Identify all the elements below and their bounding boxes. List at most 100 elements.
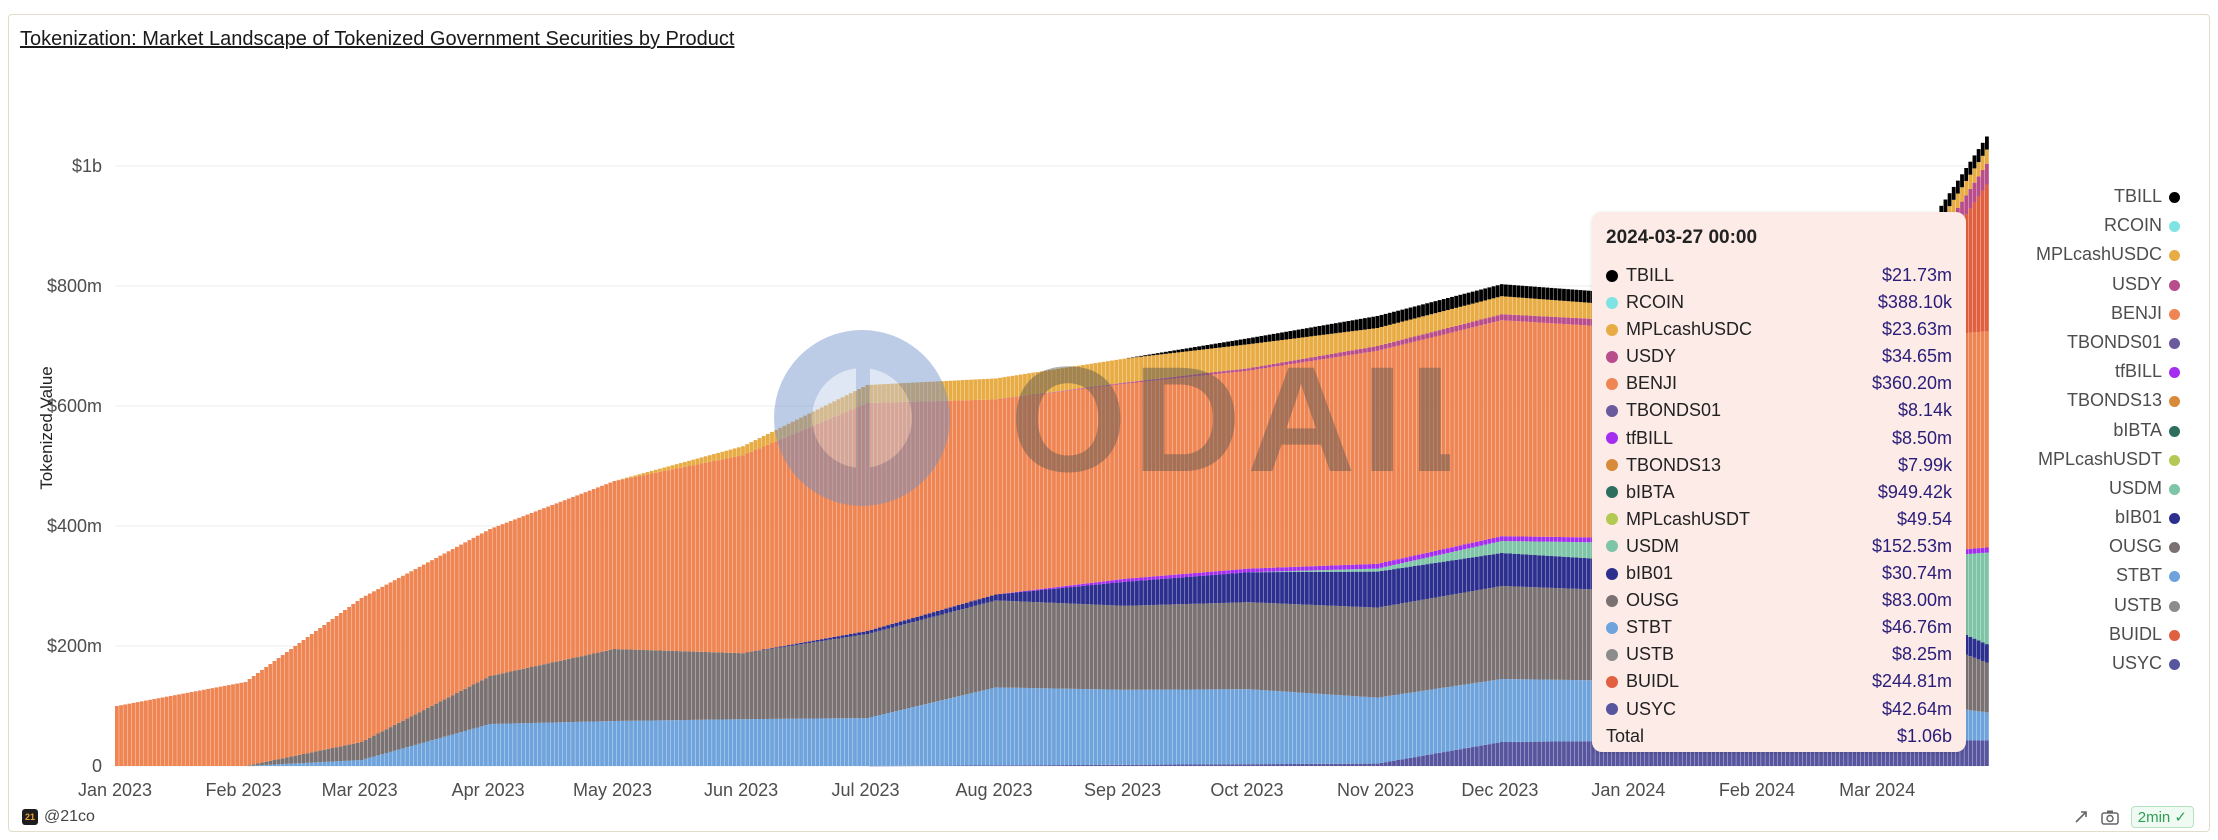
bar-segment[interactable] <box>1313 693 1318 764</box>
bar-segment[interactable] <box>1367 607 1371 698</box>
bar-segment[interactable] <box>1918 740 1923 766</box>
bar-segment[interactable] <box>1972 548 1977 554</box>
bar-segment[interactable] <box>695 458 700 465</box>
bar-segment[interactable] <box>1508 320 1512 537</box>
bar-segment[interactable] <box>1275 366 1280 568</box>
bar-segment[interactable] <box>1242 344 1247 369</box>
bar-segment[interactable] <box>409 746 414 766</box>
bar-segment[interactable] <box>707 719 712 766</box>
bar-segment[interactable] <box>318 750 322 763</box>
bar-segment[interactable] <box>1416 691 1421 757</box>
bar-segment[interactable] <box>1383 570 1388 607</box>
bar-segment[interactable] <box>1387 561 1392 566</box>
bar-segment[interactable] <box>1255 602 1260 690</box>
bar-segment[interactable] <box>1429 556 1434 564</box>
bar-segment[interactable] <box>1159 352 1164 355</box>
bar-segment[interactable] <box>500 673 505 724</box>
bar-segment[interactable] <box>973 765 978 767</box>
bar-segment[interactable] <box>1205 764 1210 766</box>
bar-segment[interactable] <box>1280 764 1284 766</box>
bar-segment[interactable] <box>882 402 886 627</box>
bar-segment[interactable] <box>1201 345 1206 350</box>
bar-segment[interactable] <box>1545 555 1550 588</box>
bar-segment[interactable] <box>376 733 381 756</box>
bar-segment[interactable] <box>1350 331 1355 351</box>
bar-segment[interactable] <box>301 763 306 766</box>
bar-segment[interactable] <box>1089 689 1094 765</box>
bar-segment[interactable] <box>674 651 679 721</box>
bar-segment[interactable] <box>1230 340 1235 347</box>
legend-item[interactable]: RCOIN <box>2036 211 2180 240</box>
bar-segment[interactable] <box>1101 764 1106 766</box>
bar-segment[interactable] <box>1964 654 1969 710</box>
bar-segment[interactable] <box>1076 688 1081 766</box>
bar-segment[interactable] <box>1358 318 1363 331</box>
bar-segment[interactable] <box>1296 329 1301 338</box>
bar-segment[interactable] <box>699 651 704 720</box>
bar-segment[interactable] <box>1611 740 1616 766</box>
bar-segment[interactable] <box>525 667 530 724</box>
bar-segment[interactable] <box>1504 320 1508 537</box>
bar-segment[interactable] <box>1487 554 1492 589</box>
bar-segment[interactable] <box>1251 337 1255 344</box>
bar-segment[interactable] <box>591 653 596 722</box>
bar-segment[interactable] <box>873 628 878 632</box>
bar-segment[interactable] <box>1520 586 1525 680</box>
bar-segment[interactable] <box>811 718 816 766</box>
bar-segment[interactable] <box>678 720 683 766</box>
bar-segment[interactable] <box>334 761 339 766</box>
bar-segment[interactable] <box>1031 765 1036 766</box>
bar-segment[interactable] <box>732 448 737 457</box>
bar-segment[interactable] <box>115 706 119 766</box>
bar-segment[interactable] <box>1076 388 1081 390</box>
bar-segment[interactable] <box>1980 642 1985 661</box>
bar-segment[interactable] <box>1703 740 1707 766</box>
bar-segment[interactable] <box>1582 290 1587 303</box>
bar-segment[interactable] <box>1483 681 1488 745</box>
bar-segment[interactable] <box>662 720 667 766</box>
bar-segment[interactable] <box>1317 335 1322 357</box>
bar-segment[interactable] <box>981 690 986 766</box>
bar-segment[interactable] <box>985 399 990 597</box>
bar-segment[interactable] <box>1064 688 1069 766</box>
bar-segment[interactable] <box>1325 358 1330 566</box>
bar-segment[interactable] <box>761 719 766 766</box>
bar-segment[interactable] <box>1574 741 1579 766</box>
bar-segment[interactable] <box>1068 390 1073 586</box>
bar-segment[interactable] <box>343 760 347 766</box>
bar-segment[interactable] <box>1309 327 1313 337</box>
bar-segment[interactable] <box>1180 604 1185 690</box>
bar-segment[interactable] <box>1172 352 1177 377</box>
bar-segment[interactable] <box>1259 602 1264 691</box>
bar-segment[interactable] <box>1188 350 1193 375</box>
bar-segment[interactable] <box>935 401 940 611</box>
bar-segment[interactable] <box>1072 389 1077 390</box>
bar-segment[interactable] <box>1176 764 1181 766</box>
bar-segment[interactable] <box>1533 555 1537 588</box>
bar-segment[interactable] <box>844 634 849 638</box>
bar-segment[interactable] <box>1421 599 1425 691</box>
bar-segment[interactable] <box>848 636 853 719</box>
bar-segment[interactable] <box>575 657 580 722</box>
bar-segment[interactable] <box>409 716 414 747</box>
bar-segment[interactable] <box>1002 600 1007 688</box>
bar-segment[interactable] <box>894 383 899 403</box>
bar-segment[interactable] <box>363 595 368 740</box>
bar-segment[interactable] <box>1159 764 1164 766</box>
bar-segment[interactable] <box>1976 162 1981 177</box>
bar-segment[interactable] <box>1110 385 1114 581</box>
bar-segment[interactable] <box>1458 593 1463 686</box>
bar-segment[interactable] <box>873 716 878 766</box>
bar-segment[interactable] <box>1201 349 1206 374</box>
bar-segment[interactable] <box>994 378 998 400</box>
bar-segment[interactable] <box>799 642 803 645</box>
bar-segment[interactable] <box>1342 763 1347 766</box>
bar-segment[interactable] <box>467 729 472 766</box>
bar-segment[interactable] <box>1392 569 1396 605</box>
bar-segment[interactable] <box>1010 687 1015 766</box>
bar-segment[interactable] <box>1562 300 1566 318</box>
bar-segment[interactable] <box>1736 740 1741 766</box>
bar-segment[interactable] <box>1172 350 1177 353</box>
bar-segment[interactable] <box>1338 332 1342 353</box>
bar-segment[interactable] <box>1475 682 1479 747</box>
